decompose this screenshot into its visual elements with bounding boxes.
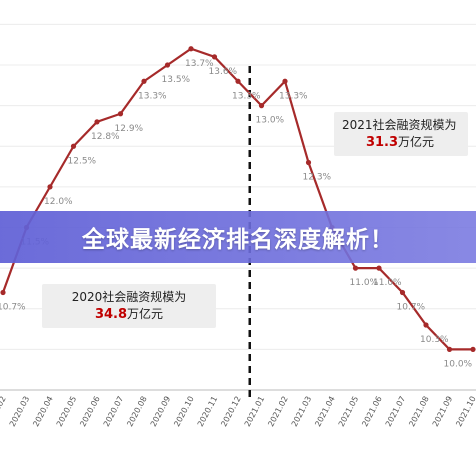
x-tick-label: 2021.08 [407,395,430,428]
data-label: 10.7% [397,303,426,313]
data-label: 13.6% [209,67,238,77]
x-tick-label: 2020.03 [8,395,31,428]
x-tick-label: 2021.03 [290,395,313,428]
data-point [211,54,218,60]
x-tick-label: 2021.09 [431,395,454,428]
data-label: 11.0% [373,278,402,288]
data-point [305,159,312,166]
x-tick-labels: 2020.02 2020.03 2020.04 2020.05 2020.06 2020.… [0,395,476,428]
data-point [141,78,147,84]
x-tick-label: 2021.02 [266,395,289,428]
data-label: 10.3% [420,335,449,345]
data-point [235,78,241,84]
data-point [117,111,124,117]
data-point [470,346,476,352]
data-point [352,265,359,271]
data-point [47,184,53,190]
data-point [446,346,453,352]
data-label: 13.0% [256,116,285,126]
data-point [376,265,382,271]
x-tick-label: 2021.05 [337,395,360,428]
annotation-2021: 2021社会融资规模为 31.3万亿元 [334,112,468,156]
annotation-2020-value: 34.8 [94,307,128,322]
data-point [94,119,100,125]
data-label: 13.3% [138,91,167,101]
data-point [423,322,429,328]
x-tick-label: 2020.09 [149,395,172,428]
x-tick-label: 2020.12 [219,395,242,428]
annotation-2021-unit: 万亿元 [398,135,435,149]
annotation-2021-value: 31.3 [365,135,399,150]
x-tick-label: 2020.02 [0,395,8,428]
data-label: 12.8% [91,132,120,142]
data-point [399,289,406,296]
data-label: 13.3% [279,91,308,101]
x-tick-label: 2020.04 [31,395,54,428]
data-label: 12.9% [115,124,144,134]
data-label: 13.5% [162,75,191,85]
data-point [164,62,171,68]
x-tick-label: 2021.07 [384,395,407,428]
data-label: 13.7% [185,59,214,69]
annotation-2020: 2020社会融资规模为 34.8万亿元 [42,284,216,328]
data-label: 10.7% [0,303,26,313]
x-tick-label: 2020.07 [102,395,125,428]
data-label: 13.3% [232,91,261,101]
x-tick-label: 2020.06 [78,395,101,428]
x-tick-label: 2021.01 [243,395,266,428]
x-tick-label: 2020.05 [55,395,78,428]
data-point [282,78,288,84]
data-label: 11.0% [350,278,379,288]
x-tick-label: 2021.06 [360,395,383,428]
banner-title: 全球最新经济排名深度解析！ [82,227,394,253]
data-point [188,46,194,52]
data-point [70,143,77,149]
data-point [0,289,6,296]
data-label: 12.0% [44,197,73,207]
x-tick-label: 2021.04 [313,395,336,428]
annotation-2020-text: 2020社会融资规模为 [71,290,187,304]
annotation-2021-text: 2021社会融资规模为 [342,118,457,132]
title-banner: 全球最新经济排名深度解析！ [0,211,476,263]
x-tick-label: 2021.10 [454,395,476,428]
data-point [258,103,265,109]
x-tick-label: 2020.08 [125,395,148,428]
data-label: 12.3% [303,173,332,183]
data-label: 12.5% [68,156,97,166]
annotation-2020-unit: 万亿元 [127,307,164,321]
x-tick-label: 2020.10 [172,395,195,428]
x-tick-label: 2020.11 [196,395,219,428]
data-label: 10.0% [444,359,473,369]
data-labels: 10.7%11.5%12.0%12.5%12.8%12.9%13.3%13.5%… [0,59,473,370]
